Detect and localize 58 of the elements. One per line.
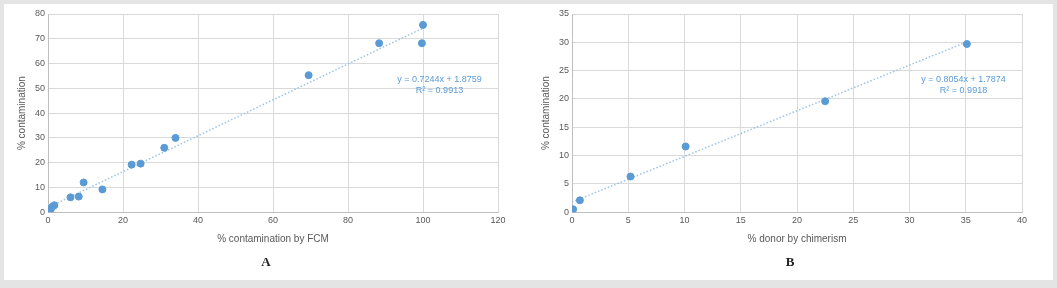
x-tick-label: 10: [679, 215, 690, 226]
x-tick-label: 120: [490, 215, 506, 226]
y-tick-label: 35: [559, 8, 570, 19]
text: A: [260, 254, 272, 270]
y-tick-label: 60: [35, 58, 46, 69]
y-tick-label: 70: [35, 33, 46, 44]
x-tick-label: 20: [118, 215, 129, 226]
annotation: R² = 0.9918: [939, 84, 988, 95]
text: B: [784, 254, 796, 270]
y-tick-label: 0: [564, 206, 570, 217]
annotation: y = 0.7244x + 1.8759: [397, 73, 482, 84]
y-tick-label: 0: [40, 206, 46, 217]
point: [821, 97, 830, 106]
annotation: y = 0.8054x + 1.7874: [921, 73, 1006, 84]
y-tick-label: 50: [35, 82, 46, 93]
y-tick-label: 30: [35, 132, 46, 143]
y-tick-label: 25: [559, 65, 570, 76]
y-tick-label: 30: [559, 36, 570, 47]
x-tick-label: 60: [268, 215, 279, 226]
x-tick-label: 80: [343, 215, 354, 226]
point: [419, 20, 427, 29]
point: [375, 39, 384, 48]
x-tick-label: 100: [415, 215, 431, 226]
y-tick-label: 10: [35, 181, 46, 192]
x-tick-label: 30: [904, 215, 915, 226]
point: [304, 71, 313, 80]
point: [962, 40, 971, 49]
x-axis-title: % contamination by FCM: [217, 232, 329, 244]
point: [575, 196, 584, 205]
point: [98, 185, 107, 194]
y-tick-label: 10: [559, 150, 570, 161]
x-tick-label: 40: [193, 215, 204, 226]
y-tick-label: 80: [35, 8, 46, 19]
x-tick-label: 15: [735, 215, 746, 226]
x-tick-label: 20: [792, 215, 803, 226]
y-tick-label: 15: [559, 121, 570, 132]
point: [160, 143, 169, 152]
point: [79, 178, 88, 187]
y-tick-label: 20: [559, 93, 570, 104]
x-axis-title: % donor by chimerism: [747, 232, 847, 244]
x-tick-label: 25: [848, 215, 859, 226]
x-tick-label: 35: [960, 215, 971, 226]
point: [66, 193, 75, 202]
point: [417, 39, 426, 48]
point: [74, 192, 83, 201]
point: [171, 133, 180, 142]
x-tick-label: 5: [625, 215, 631, 226]
annotation: R² = 0.9913: [415, 84, 464, 95]
y-axis-title: % contamination: [15, 76, 27, 151]
point: [136, 159, 145, 168]
y-tick-label: 40: [35, 107, 46, 118]
point: [626, 172, 635, 181]
point: [127, 160, 136, 169]
x-tick-label: 40: [1016, 215, 1028, 226]
y-axis-title: % contamination: [539, 76, 551, 151]
y-tick-label: 20: [35, 157, 46, 168]
y-tick-label: 5: [564, 178, 570, 189]
point: [681, 142, 690, 151]
